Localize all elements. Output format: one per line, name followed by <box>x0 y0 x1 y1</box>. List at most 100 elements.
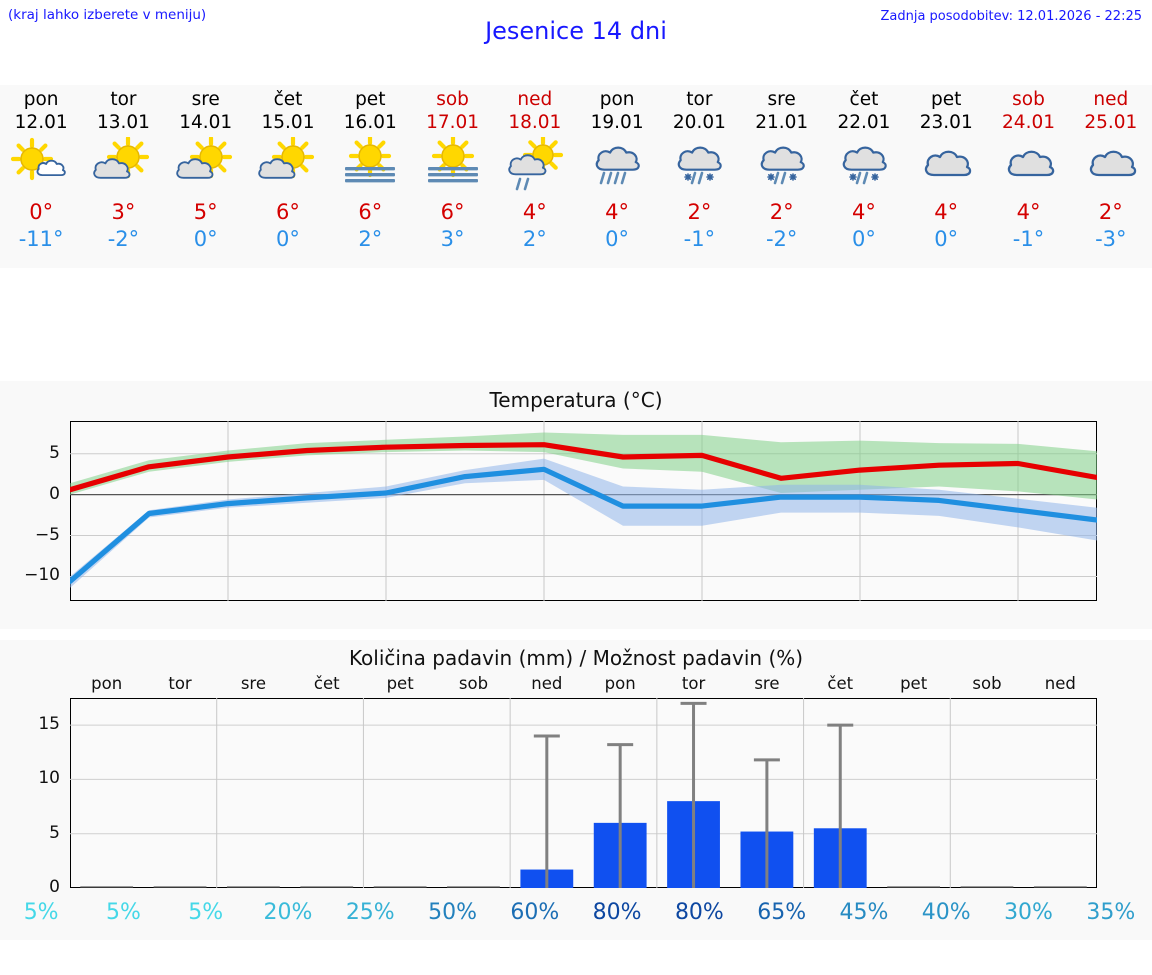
day-date: 19.01 <box>590 112 644 133</box>
precipitation-y-tick: 0 <box>49 877 60 897</box>
precipitation-day-label: pon <box>604 674 636 693</box>
day-name: sre <box>767 89 796 110</box>
temperature-panel: Temperatura (°C) © vreme.us & vreme.pro … <box>0 381 1152 861</box>
temperature-plot-area <box>70 421 1097 601</box>
day-name: ned <box>517 89 553 110</box>
day-max-temp: 4° <box>605 200 630 224</box>
day-min-temp: 3° <box>440 227 465 251</box>
day-column[interactable]: sre 21.01 2° -2° <box>741 85 823 268</box>
day-column[interactable]: pet 23.01 4° 0° <box>905 85 987 268</box>
precipitation-probability: 5% <box>23 900 59 925</box>
day-max-temp: 6° <box>440 200 465 224</box>
day-min-temp: 0° <box>276 227 300 251</box>
precipitation-day-label: čet <box>827 674 854 693</box>
precipitation-day-label: čet <box>313 674 340 693</box>
precipitation-day-label: tor <box>681 674 706 693</box>
precipitation-probability: 35% <box>1086 900 1136 925</box>
day-column[interactable]: sob 17.01 6° 3° <box>411 85 493 268</box>
precipitation-probability: 20% <box>263 900 313 925</box>
day-date: 24.01 <box>1002 112 1055 133</box>
day-date: 21.01 <box>755 112 809 133</box>
day-name: pon <box>599 89 635 110</box>
day-name: pet <box>931 89 962 110</box>
day-min-temp: -2° <box>765 227 798 251</box>
temperature-y-tick: 0 <box>49 483 60 504</box>
day-name: tor <box>686 89 713 110</box>
day-column[interactable]: čet 22.01 4° 0° <box>823 85 905 268</box>
day-min-temp: 0° <box>934 227 959 251</box>
day-column[interactable]: sob 24.01 4° -1° <box>987 85 1069 268</box>
sleet-cloud-icon <box>827 137 901 193</box>
day-name: sre <box>191 89 220 110</box>
rain-cloud-icon <box>580 137 654 193</box>
day-max-temp: 5° <box>193 200 218 224</box>
day-date: 18.01 <box>508 112 562 133</box>
precipitation-day-label: sre <box>240 674 266 693</box>
day-date: 12.01 <box>14 112 68 133</box>
precipitation-day-labels: pon tor sre čet pet sob ned pon tor sre čet pet sob n… <box>70 674 1097 696</box>
menu-hint-text: (kraj lahko izberete v meniju) <box>8 7 207 23</box>
day-min-temp: 0° <box>193 227 218 251</box>
day-max-temp: 3° <box>111 200 136 224</box>
day-max-temp: 4° <box>522 200 547 224</box>
day-min-temp: -1° <box>683 227 716 251</box>
sun-behind-fog-icon <box>416 134 490 193</box>
day-min-temp: -3° <box>1095 227 1127 251</box>
precipitation-probability: 25% <box>345 900 395 925</box>
day-name: tor <box>110 89 137 110</box>
day-date: 23.01 <box>919 112 973 133</box>
precipitation-probability: 50% <box>428 900 477 925</box>
sleet-cloud-icon <box>745 137 819 193</box>
sun-behind-cloud-icon <box>251 135 325 193</box>
sun-behind-cloud-icon <box>86 135 160 193</box>
day-column[interactable]: čet 15.01 6° 0° <box>247 85 329 268</box>
day-column[interactable]: sre 14.01 5° 0° <box>165 85 247 268</box>
day-column[interactable]: tor 13.01 3° -2° <box>82 85 164 268</box>
day-name: pet <box>355 89 386 110</box>
precipitation-probability: 80% <box>674 900 724 925</box>
day-max-temp: 0° <box>29 200 54 224</box>
sun-behind-small-cloud-icon <box>4 137 78 193</box>
day-min-temp: -11° <box>18 227 64 251</box>
temperature-y-tick: −5 <box>34 524 60 545</box>
precipitation-day-label: pet <box>386 674 414 693</box>
day-min-temp: 0° <box>605 227 630 251</box>
day-name: pon <box>23 89 59 110</box>
day-min-temp: 2° <box>358 227 383 251</box>
day-min-temp: -1° <box>1012 227 1045 251</box>
day-date: 16.01 <box>343 112 397 133</box>
day-date: 15.01 <box>261 112 315 133</box>
precipitation-chart-title: Količina padavin (mm) / Možnost padavin … <box>348 646 804 670</box>
precipitation-probability: 5% <box>188 900 224 925</box>
day-date: 25.01 <box>1084 112 1138 133</box>
precipitation-day-label: sob <box>972 674 1002 693</box>
precipitation-day-label: pet <box>900 674 928 693</box>
last-updated-text: Zadnja posodobitev: 12.01.2026 - 22:25 <box>880 9 1142 24</box>
day-max-temp: 4° <box>1016 200 1041 224</box>
day-min-temp: -2° <box>107 227 140 251</box>
precipitation-day-label: tor <box>168 674 192 693</box>
day-column[interactable]: tor 20.01 2° -1° <box>658 85 740 268</box>
day-column[interactable]: pet 16.01 6° 2° <box>329 85 411 268</box>
temperature-chart-title: Temperatura (°C) <box>489 388 663 412</box>
precipitation-y-tick: 15 <box>38 714 60 735</box>
day-max-temp: 4° <box>852 200 876 224</box>
day-column[interactable]: pon 19.01 4° 0° <box>576 85 658 268</box>
day-column[interactable]: pon 12.01 0° -11° <box>0 85 82 268</box>
precipitation-y-tick: 5 <box>49 822 60 843</box>
page-header: (kraj lahko izberete v meniju) Jesenice … <box>0 0 1152 85</box>
precipitation-day-label: sob <box>458 674 489 693</box>
day-column[interactable]: ned 18.01 4° 2° <box>494 85 576 268</box>
sun-behind-fog-icon <box>333 134 407 193</box>
precipitation-probability: 60% <box>510 900 560 925</box>
day-date: 17.01 <box>426 112 480 133</box>
precipitation-day-label: pon <box>91 674 123 693</box>
page-title: Jesenice 14 dni <box>485 17 667 45</box>
daily-forecast-strip: pon 12.01 0° -11° tor 13.01 3° -2° sre 14.01 5° 0… <box>0 85 1152 268</box>
precipitation-probability: 5% <box>105 900 141 925</box>
sun-behind-rain-cloud-icon <box>498 134 572 193</box>
day-min-temp: 2° <box>522 227 547 251</box>
day-date: 20.01 <box>672 112 726 133</box>
day-column[interactable]: ned 25.01 2° -3° <box>1070 85 1152 268</box>
precipitation-probability: 30% <box>1004 900 1053 925</box>
